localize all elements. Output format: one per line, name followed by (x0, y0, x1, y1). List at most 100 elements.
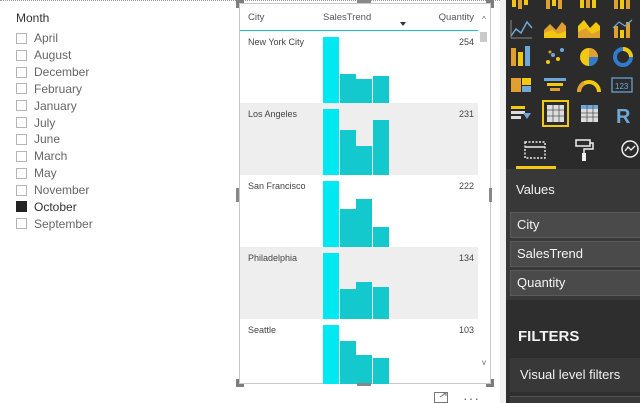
area-chart-icon[interactable] (544, 22, 566, 38)
column-header-city[interactable]: City (248, 12, 265, 23)
matrix-icon[interactable] (581, 105, 598, 122)
ribbon-chart-icon[interactable] (511, 46, 530, 66)
visualizations-pane: 123 R Values City SalesTrend Quantity FI… (500, 0, 640, 403)
checkbox-unchecked[interactable] (16, 66, 27, 78)
gauge-icon[interactable] (577, 80, 601, 93)
checkbox-unchecked[interactable] (16, 218, 27, 230)
slicer-item-february[interactable]: February (16, 81, 216, 98)
stacked-bar-chart-icon[interactable] (512, 0, 528, 9)
vertical-scrollbar[interactable]: ^ v (478, 4, 490, 383)
line-chart-icon[interactable] (510, 20, 533, 39)
resize-handle-right[interactable] (489, 188, 492, 202)
sales-trend-sparkline (323, 319, 393, 384)
checkbox-unchecked[interactable] (16, 184, 27, 196)
scroll-down-arrow-icon[interactable]: v (482, 358, 486, 367)
slicer-icon[interactable] (511, 106, 531, 119)
table-row[interactable]: San Francisco 222 (240, 175, 478, 247)
checkbox-checked[interactable] (16, 201, 27, 213)
filters-heading: FILTERS (518, 328, 580, 345)
report-canvas-border (0, 0, 500, 1)
sparkline-bar (372, 227, 389, 247)
stacked-area-chart-icon[interactable] (578, 20, 600, 38)
table-viz-icon-selected[interactable] (542, 100, 569, 127)
donut-chart-icon[interactable] (613, 47, 633, 67)
values-label: Values (516, 182, 555, 197)
cell-city: Seattle (248, 325, 277, 335)
clustered-column-chart-icon[interactable] (546, 0, 562, 9)
card-icon[interactable]: 123 (611, 77, 633, 93)
checkbox-unchecked[interactable] (16, 83, 27, 95)
slicer-item-april[interactable]: April (16, 30, 216, 47)
fields-tab-icon[interactable] (523, 138, 547, 162)
resize-handle-top[interactable] (357, 0, 371, 3)
sparkline-bar (323, 325, 339, 384)
table-row[interactable]: Seattle 103 (240, 319, 478, 384)
resize-handle-top-left[interactable] (236, 0, 244, 8)
treemap-icon[interactable] (511, 78, 531, 92)
resize-handle-left[interactable] (236, 188, 239, 202)
focus-mode-icon[interactable] (434, 392, 448, 403)
sparkline-bar (339, 341, 356, 384)
scrollbar-thumb[interactable] (480, 32, 487, 42)
table-visual[interactable]: City SalesTrend Quantity New York City 25… (239, 3, 491, 384)
sales-trend-sparkline (323, 247, 393, 319)
table-body: New York City 254 Los Angeles 231 San Franci… (240, 31, 478, 384)
slicer-item-june[interactable]: June (16, 131, 216, 148)
cell-quantity: 134 (458, 253, 474, 263)
funnel-chart-icon[interactable] (544, 78, 566, 91)
format-paint-roller-icon[interactable] (572, 138, 596, 162)
table-row[interactable]: Los Angeles 231 (240, 103, 478, 175)
sparkline-bar (339, 209, 356, 247)
scatter-chart-icon[interactable] (546, 48, 564, 64)
checkbox-unchecked[interactable] (16, 49, 27, 61)
field-well-quantity[interactable]: Quantity (510, 270, 640, 296)
checkbox-unchecked[interactable] (16, 117, 27, 129)
slicer-item-label: August (34, 48, 72, 63)
slicer-item-august[interactable]: August (16, 47, 216, 64)
checkbox-unchecked[interactable] (16, 100, 27, 112)
slicer-item-label: July (34, 115, 56, 130)
r-script-visual-icon[interactable]: R (616, 106, 631, 128)
stacked-column-chart-icon[interactable] (580, 0, 596, 8)
scroll-up-arrow-icon[interactable]: ^ (482, 15, 486, 24)
visualization-gallery: 123 R (506, 0, 640, 128)
slicer-item-october[interactable]: October (16, 198, 216, 215)
slicer-item-january[interactable]: January (16, 97, 216, 114)
slicer-item-november[interactable]: November (16, 182, 216, 199)
more-options-icon[interactable]: ··· (463, 390, 480, 403)
resize-handle-bottom-right[interactable] (486, 379, 494, 387)
slicer-item-march[interactable]: March (16, 148, 216, 165)
slicer-item-september[interactable]: September (16, 215, 216, 232)
checkbox-unchecked[interactable] (16, 133, 27, 145)
column-header-salestrend[interactable]: SalesTrend (323, 12, 372, 23)
line-and-column-chart-icon[interactable] (612, 19, 633, 38)
resize-handle-bottom-left[interactable] (236, 379, 244, 387)
slicer-item-label: September (34, 216, 93, 231)
checkbox-unchecked[interactable] (16, 167, 27, 179)
visual-level-filters-header[interactable]: Visual level filters (510, 358, 640, 392)
filter-card[interactable] (510, 396, 640, 403)
values-well-section: Values City SalesTrend Quantity (506, 170, 640, 300)
cell-city: San Francisco (248, 181, 306, 191)
slicer-item-may[interactable]: May (16, 165, 216, 182)
month-slicer: Month April August December February January… (16, 10, 216, 232)
slicer-item-december[interactable]: December (16, 64, 216, 81)
table-row[interactable]: Philadelphia 134 (240, 247, 478, 319)
sparkline-bar (356, 355, 372, 384)
sales-trend-sparkline (323, 31, 393, 103)
resize-handle-bottom[interactable] (357, 383, 371, 386)
field-well-salestrend[interactable]: SalesTrend (510, 241, 640, 267)
hundred-percent-column-icon[interactable] (614, 0, 630, 9)
column-header-quantity[interactable]: Quantity (438, 12, 474, 23)
field-well-city[interactable]: City (510, 212, 640, 238)
resize-handle-top-right[interactable] (486, 0, 494, 8)
pie-chart-icon[interactable] (580, 48, 598, 66)
cell-quantity: 222 (458, 181, 474, 191)
slicer-item-july[interactable]: July (16, 114, 216, 131)
table-row[interactable]: New York City 254 (240, 31, 478, 103)
sparkline-bar (356, 282, 372, 319)
analytics-magnifier-icon[interactable] (618, 138, 640, 162)
sparkline-bar (372, 358, 389, 384)
checkbox-unchecked[interactable] (16, 32, 27, 44)
checkbox-unchecked[interactable] (16, 150, 27, 162)
